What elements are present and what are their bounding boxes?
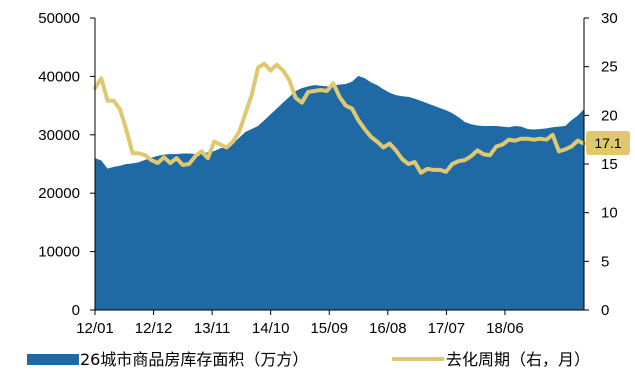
legend-label-cycle: 去化周期（右，月） [446,350,590,369]
left-tick-label: 20000 [38,185,80,202]
last-value-callout: 17.1 [586,131,630,155]
left-tick-label: 40000 [38,68,80,85]
left-tick-label: 30000 [38,127,80,144]
x-tick-label: 16/08 [369,320,407,337]
legend-item-cycle: 去化周期（右，月） [392,350,590,369]
inventory-area [95,75,584,310]
left-tick-label: 0 [72,302,80,319]
x-axis-ticks: 12/01 12/12 13/11 14/10 15/09 16/08 17/07 18/06 [76,310,524,337]
left-tick-label: 10000 [38,244,80,261]
legend-item-inventory: 26城市商品房库存面积（万方） [27,350,308,369]
callout-box [586,131,630,155]
x-tick-label: 17/07 [428,320,466,337]
cycle-line [93,61,586,175]
right-tick-label: 30 [601,10,618,27]
legend-swatch-area [27,354,79,365]
right-tick-label: 20 [601,107,618,124]
right-tick-label: 15 [601,156,618,173]
right-tick-label: 0 [601,302,609,319]
callout-label: 17.1 [594,135,621,151]
right-tick-label: 10 [601,205,618,222]
cycle-line-layer [93,61,586,175]
x-tick-label: 15/09 [310,320,348,337]
x-tick-label: 12/12 [135,320,173,337]
x-tick-label: 18/06 [486,320,524,337]
right-tick-label: 5 [601,253,609,270]
x-tick-label: 14/10 [252,320,290,337]
left-axis-ticks: 0 10000 20000 30000 40000 50000 [38,10,95,319]
x-tick-label: 13/11 [194,320,230,337]
right-axis-ticks: 0 5 10 15 20 25 30 [584,10,618,319]
x-tick-label: 12/01 [76,320,114,337]
right-tick-label: 25 [601,59,618,76]
legend: 26城市商品房库存面积（万方） 去化周期（右，月） [27,350,590,369]
inventory-area-layer [95,75,584,310]
legend-label-inventory: 26城市商品房库存面积（万方） [80,350,308,369]
left-tick-label: 50000 [38,10,80,27]
